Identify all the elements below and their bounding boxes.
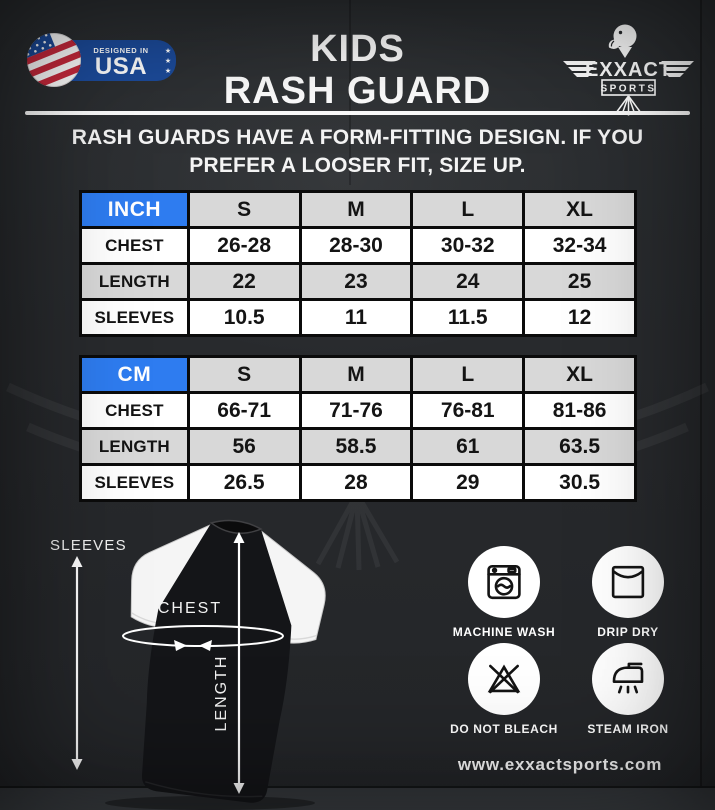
table-row-chest: CHEST 26-28 28-30 30-32 32-34 — [82, 229, 634, 262]
value-cell: 25 — [525, 265, 634, 298]
value-cell: 30-32 — [413, 229, 523, 262]
table-row-chest: CHEST 66-71 71-76 76-81 81-86 — [82, 394, 634, 427]
value-cell: 11.5 — [413, 301, 523, 334]
care-label: DRIP DRY — [597, 625, 659, 639]
unit-header-cell: INCH — [82, 193, 187, 226]
size-header-cell: M — [301, 193, 411, 226]
row-label-cell: CHEST — [82, 229, 187, 262]
eagle-head-icon — [608, 24, 637, 58]
size-header-cell: XL — [525, 358, 634, 391]
table-row-sleeves: SLEEVES 26.5 28 29 30.5 — [82, 466, 634, 499]
chest-measure-label: CHEST — [158, 600, 222, 617]
badge-pill: DESIGNED IN USA ★★★ — [68, 40, 176, 81]
value-cell: 12 — [525, 301, 634, 334]
value-cell: 23 — [301, 265, 411, 298]
value-cell: 58.5 — [301, 430, 411, 463]
drip-dry-icon — [592, 546, 664, 618]
table-row-length: LENGTH 22 23 24 25 — [82, 265, 634, 298]
value-cell: 61 — [413, 430, 523, 463]
size-header-cell: M — [301, 358, 411, 391]
title-line-2: RASH GUARD — [223, 70, 492, 112]
care-item-machine-wash: MACHINE WASH — [453, 546, 556, 639]
size-header-cell: L — [413, 358, 523, 391]
care-instructions: MACHINE WASH DRIP DRY DO NOT BLEACH — [444, 546, 704, 736]
right-wing-icon — [661, 61, 694, 77]
value-cell: 30.5 — [525, 466, 634, 499]
value-cell: 56 — [189, 430, 299, 463]
table-header-row: CM S M L XL — [82, 358, 634, 391]
designed-in-usa-badge: DESIGNED IN USA ★★★ — [18, 30, 176, 94]
care-item-drip-dry: DRIP DRY — [592, 546, 664, 639]
row-label-cell: SLEEVES — [82, 466, 187, 499]
care-item-steam-iron: STEAM IRON — [587, 643, 668, 736]
value-cell: 10.5 — [189, 301, 299, 334]
wall-seam — [700, 0, 702, 810]
badge-designed-in-text: DESIGNED IN — [93, 46, 149, 55]
row-label-cell: LENGTH — [82, 430, 187, 463]
value-cell: 29 — [413, 466, 523, 499]
badge-usa-text: USA — [94, 53, 148, 80]
fit-note-line-1: RASH GUARDS HAVE A FORM-FITTING DESIGN. … — [71, 126, 644, 149]
value-cell: 24 — [413, 265, 523, 298]
value-cell: 71-76 — [301, 394, 411, 427]
machine-wash-icon — [467, 546, 540, 618]
size-header-cell: XL — [525, 193, 634, 226]
floor-band — [0, 786, 715, 810]
steam-iron-icon — [592, 643, 664, 715]
sleeves-measure-label: SLEEVES — [50, 537, 127, 554]
fit-note: RASH GUARDS HAVE A FORM-FITTING DESIGN. … — [0, 124, 715, 180]
value-cell: 76-81 — [413, 394, 523, 427]
value-cell: 66-71 — [189, 394, 299, 427]
table-header-row: INCH S M L XL — [82, 193, 634, 226]
row-label-cell: LENGTH — [82, 265, 187, 298]
value-cell: 22 — [189, 265, 299, 298]
size-header-cell: S — [189, 193, 299, 226]
row-label-cell: CHEST — [82, 394, 187, 427]
badge-stars: ★★★ — [164, 47, 171, 77]
rash-guard-illustration — [130, 519, 326, 803]
size-header-cell: S — [189, 358, 299, 391]
logo-brand-text: EXXACT — [585, 59, 672, 81]
unit-header-cell: CM — [82, 358, 187, 391]
size-table-inch: INCH S M L XL CHEST 26-28 28-30 30-32 32… — [79, 190, 637, 337]
usa-flag-icon — [27, 33, 81, 87]
do-not-bleach-icon — [467, 643, 540, 715]
value-cell: 81-86 — [525, 394, 634, 427]
value-cell: 26-28 — [189, 229, 299, 262]
website-url: www.exxactsports.com — [457, 755, 663, 774]
care-item-do-not-bleach: DO NOT BLEACH — [450, 643, 558, 736]
logo-sub-text: SPORTS — [600, 84, 656, 95]
value-cell: 11 — [301, 301, 411, 334]
row-label-cell: SLEEVES — [82, 301, 187, 334]
value-cell: 26.5 — [189, 466, 299, 499]
value-cell: 63.5 — [525, 430, 634, 463]
care-label: STEAM IRON — [587, 722, 669, 736]
page-title: KIDS RASH GUARD — [0, 28, 715, 112]
value-cell: 28-30 — [301, 229, 411, 262]
care-label: MACHINE WASH — [452, 625, 556, 639]
value-cell: 28 — [301, 466, 411, 499]
size-table-cm: CM S M L XL CHEST 66-71 71-76 76-81 81-8… — [79, 355, 637, 502]
care-label: DO NOT BLEACH — [450, 722, 558, 736]
left-wing-icon — [563, 61, 596, 77]
fit-note-line-2: PREFER A LOOSER FIT, SIZE UP. — [189, 154, 526, 177]
size-header-cell: L — [413, 193, 523, 226]
title-line-1: KIDS — [310, 28, 405, 70]
exxact-sports-logo: EXXACT SPORTS — [563, 24, 694, 116]
table-row-sleeves: SLEEVES 10.5 11 11.5 12 — [82, 301, 634, 334]
wall-seam — [349, 0, 351, 185]
length-measure-label: LENGTH — [213, 655, 230, 732]
shirt-measurement-diagram: SLEEVES CHEST LENGTH — [50, 519, 326, 810]
header-divider — [25, 111, 690, 115]
table-row-length: LENGTH 56 58.5 61 63.5 — [82, 430, 634, 463]
value-cell: 32-34 — [525, 229, 634, 262]
